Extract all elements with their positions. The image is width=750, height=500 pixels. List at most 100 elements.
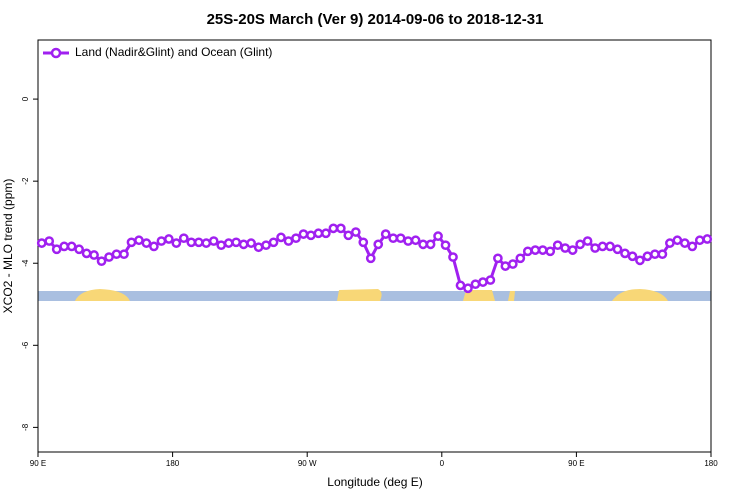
data-point [552, 240, 563, 251]
data-point [605, 241, 615, 252]
data-point [119, 249, 129, 260]
data-point [530, 245, 541, 255]
y-tick-label: 0 [21, 96, 30, 101]
data-point [478, 277, 488, 287]
data-point [515, 253, 526, 264]
data-point [380, 229, 391, 239]
data-point [395, 233, 406, 244]
data-point [612, 244, 623, 255]
data-point [627, 251, 638, 262]
data-point [253, 242, 264, 253]
data-point [455, 280, 466, 291]
data-point [507, 259, 518, 269]
data-point [313, 228, 324, 239]
data-point [81, 248, 92, 259]
data-point [291, 233, 301, 244]
data-point [493, 253, 503, 264]
legend: Land (Nadir&Glint) and Ocean (Glint) [43, 45, 272, 59]
data-point [567, 245, 578, 255]
data-point [298, 229, 309, 239]
data-point [642, 251, 653, 262]
data-point [620, 248, 630, 259]
data-point [321, 228, 331, 239]
data-point [59, 241, 70, 252]
y-tick-label: -4 [21, 259, 30, 267]
data-point [231, 237, 242, 248]
y-axis-label: XCO2 - MLO trend (ppm) [1, 179, 15, 314]
data-point [500, 261, 511, 271]
data-point [156, 236, 167, 246]
data-point [276, 232, 286, 243]
data-point [149, 241, 159, 252]
x-tick-label: 180 [166, 459, 180, 468]
data-point [186, 237, 197, 248]
data-point [463, 283, 473, 294]
data-point [36, 238, 47, 248]
y-tick-label: -2 [21, 177, 30, 185]
data-point [687, 241, 698, 252]
data-point [665, 238, 675, 248]
data-point [657, 249, 668, 260]
data-point [343, 230, 354, 241]
data-point [66, 241, 77, 252]
data-point [425, 239, 436, 250]
data-point [223, 238, 234, 248]
data-point [597, 241, 608, 252]
data-point [104, 252, 114, 262]
data-point [164, 234, 174, 244]
y-tick-label: -6 [21, 341, 30, 349]
legend-marker [50, 47, 62, 59]
data-point [433, 231, 443, 242]
x-axis-label: Longitude (deg E) [327, 475, 422, 489]
data-point [485, 275, 496, 285]
data-point [261, 240, 271, 251]
data-point [418, 239, 428, 250]
data-point [650, 249, 660, 260]
data-point [522, 246, 533, 257]
data-point [208, 236, 219, 246]
data-point [702, 234, 713, 244]
data-point [328, 223, 339, 234]
land-sea-strip [38, 289, 711, 301]
data-point [89, 250, 99, 260]
data-point [582, 236, 593, 246]
data-point [537, 245, 548, 255]
data-point [350, 227, 361, 237]
data-point [560, 243, 571, 253]
data-point [96, 256, 107, 267]
y-tick-label: -8 [21, 423, 30, 431]
data-point [306, 230, 316, 241]
data-point [193, 237, 204, 248]
data-point [134, 235, 144, 246]
data-point [575, 239, 585, 250]
data-point [635, 255, 645, 266]
data-point [268, 237, 279, 248]
x-tick-label: 0 [440, 459, 445, 468]
data-point [178, 233, 189, 244]
data-point [448, 252, 458, 262]
data-point [679, 238, 690, 248]
data-point [672, 235, 683, 246]
data-point [403, 236, 413, 246]
data-point [590, 243, 600, 253]
x-tick-label: 90 E [30, 459, 46, 468]
data-point [201, 238, 212, 248]
data-point [51, 244, 62, 255]
data-point [410, 235, 421, 246]
data-point [74, 244, 84, 255]
data-point [44, 236, 55, 246]
data-point [246, 238, 256, 248]
data-point [694, 235, 705, 246]
legend-label: Land (Nadir&Glint) and Ocean (Glint) [75, 45, 272, 59]
data-point [470, 279, 481, 290]
data-point [336, 223, 346, 234]
x-tick-label: 90 W [298, 459, 317, 468]
data-point [238, 239, 249, 250]
data-point [440, 240, 451, 251]
x-tick-label: 90 E [568, 459, 584, 468]
data-point [545, 246, 556, 257]
data-point [388, 233, 399, 244]
data-point [141, 238, 152, 248]
chart-title: 25S-20S March (Ver 9) 2014-09-06 to 2018… [207, 11, 544, 28]
